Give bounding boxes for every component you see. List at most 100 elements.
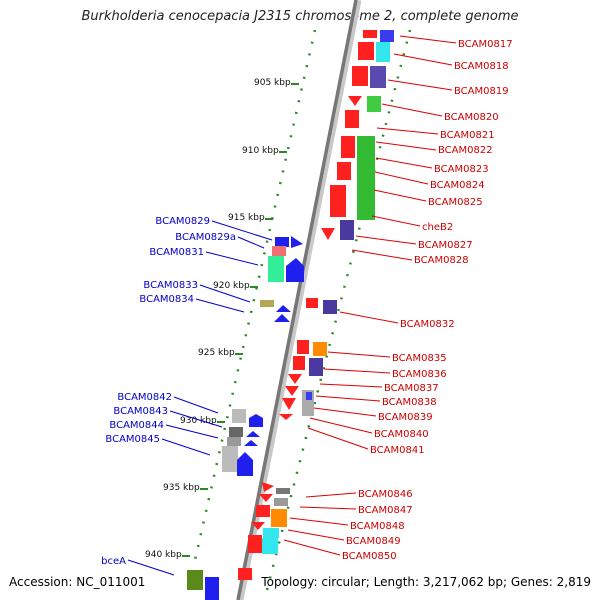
gene-label: BCAM0843	[113, 406, 168, 417]
gene-arrow	[348, 96, 362, 106]
scale-tick-label: 905 kbp	[254, 78, 291, 88]
gene-block	[205, 577, 219, 600]
gene-block	[276, 488, 290, 494]
gene-block	[248, 535, 262, 553]
gene-arrow	[259, 494, 273, 502]
gene-block	[260, 300, 274, 307]
gene-block	[376, 42, 390, 62]
gene-arrow	[262, 482, 274, 492]
gene-label: BCAM0825	[428, 197, 483, 208]
gene-label: BCAM0834	[139, 294, 194, 305]
gene-label: BCAM0839	[378, 412, 433, 423]
gene-label: BCAM0842	[117, 392, 172, 403]
gene-block	[323, 300, 337, 314]
gene-block	[306, 298, 318, 308]
gene-label: BCAM0838	[382, 397, 437, 408]
gene-block	[352, 66, 368, 86]
topology-info: Topology: circular; Length: 3,217,062 bp…	[261, 575, 591, 589]
accession-info: Accession: NC_011001	[9, 575, 146, 589]
gene-block	[367, 96, 381, 112]
label-leaders	[127, 35, 457, 576]
gene-block	[262, 538, 278, 554]
gene-label: BCAM0850	[342, 551, 397, 562]
gene-block	[309, 358, 323, 376]
gene-arrow	[238, 568, 252, 580]
gene-label: BCAM0818	[454, 61, 509, 72]
gene-block	[256, 505, 270, 517]
gene-block	[232, 409, 246, 423]
gene-label: BCAM0845	[105, 434, 160, 445]
scale-tick-label: 930 kbp	[180, 416, 217, 426]
gene-block	[370, 66, 386, 88]
chromosome-backbone	[236, 0, 362, 600]
gene-label: BCAM0837	[384, 383, 439, 394]
gene-label: BCAM0835	[392, 353, 447, 364]
gene-arrow	[321, 228, 335, 240]
inner-dot-track	[263, 29, 412, 599]
gene-label: BCAM0844	[109, 420, 164, 431]
scale-tick-label: 935 kbp	[163, 483, 200, 493]
gene-label: cheB2	[422, 222, 453, 233]
gene-label: BCAM0833	[143, 280, 198, 291]
gene-arrow	[244, 440, 258, 446]
gene-arrow	[249, 414, 263, 427]
gene-label: BCAM0824	[430, 180, 485, 191]
gene-label: BCAM0847	[358, 505, 413, 516]
gene-block	[357, 136, 375, 220]
gene-label: BCAM0829	[155, 216, 210, 227]
gene-block	[227, 437, 241, 446]
gene-arrow	[276, 305, 291, 312]
gene-label: BCAM0849	[346, 536, 401, 547]
gene-arrow	[274, 314, 290, 322]
gene-label: BCAM0831	[149, 247, 204, 258]
gene-label: BCAM0817	[458, 39, 513, 50]
scale-tick-label: 925 kbp	[198, 348, 235, 358]
forward-gene-labels: BCAM0829 BCAM0829a BCAM0831 BCAM0833 BCA…	[101, 216, 236, 567]
gene-label: BCAM0848	[350, 521, 405, 532]
gene-arrow	[251, 522, 265, 530]
gene-block	[271, 509, 287, 527]
gene-block	[293, 356, 305, 370]
gene-block	[275, 237, 289, 247]
gene-label: BCAM0846	[358, 489, 413, 500]
gene-block	[297, 340, 309, 354]
gene-label: BCAM0828	[414, 255, 469, 266]
chromosome-backbone-core	[236, 0, 358, 600]
forward-strand-genes	[187, 236, 304, 600]
reverse-strand-genes	[238, 30, 394, 580]
scale-tick-label: 915 kbp	[228, 213, 265, 223]
gene-block	[313, 342, 327, 356]
gene-block	[229, 427, 243, 437]
gene-label: BCAM0827	[418, 240, 473, 251]
gene-label: bceA	[101, 556, 126, 567]
scale-tick-label: 920 kbp	[213, 281, 250, 291]
gene-label: BCAM0823	[434, 164, 489, 175]
gene-arrow	[246, 431, 260, 437]
gene-block	[380, 30, 394, 42]
gene-block	[358, 42, 374, 60]
gene-arrow	[237, 452, 253, 476]
gene-arrow	[282, 398, 296, 410]
gene-label: BCAM0821	[440, 130, 495, 141]
gene-block	[272, 246, 286, 256]
gene-label: BCAM0832	[400, 319, 455, 330]
gene-label: BCAM0836	[392, 369, 447, 380]
gene-block	[222, 446, 238, 472]
gene-label: BCAM0829a	[175, 232, 236, 243]
scale-tick-label: 910 kbp	[242, 146, 279, 156]
gene-block	[341, 136, 355, 158]
gene-label: BCAM0841	[370, 445, 425, 456]
gene-arrow	[285, 386, 299, 396]
gene-block	[187, 570, 203, 590]
gene-arrow	[288, 374, 302, 384]
reverse-gene-labels: BCAM0817 BCAM0818 BCAM0819 BCAM0820 BCAM…	[342, 39, 513, 562]
gene-label: BCAM0840	[374, 429, 429, 440]
gene-block	[306, 392, 312, 400]
gene-arrow	[279, 414, 293, 420]
scale-ticks: 905 kbp 910 kbp 915 kbp 920 kbp 925 kbp …	[145, 78, 299, 560]
gene-block	[345, 110, 359, 128]
gene-block	[274, 498, 288, 506]
gene-label: BCAM0820	[444, 112, 499, 123]
map-title: Burkholderia cenocepacia J2315 chromosom…	[81, 9, 519, 24]
